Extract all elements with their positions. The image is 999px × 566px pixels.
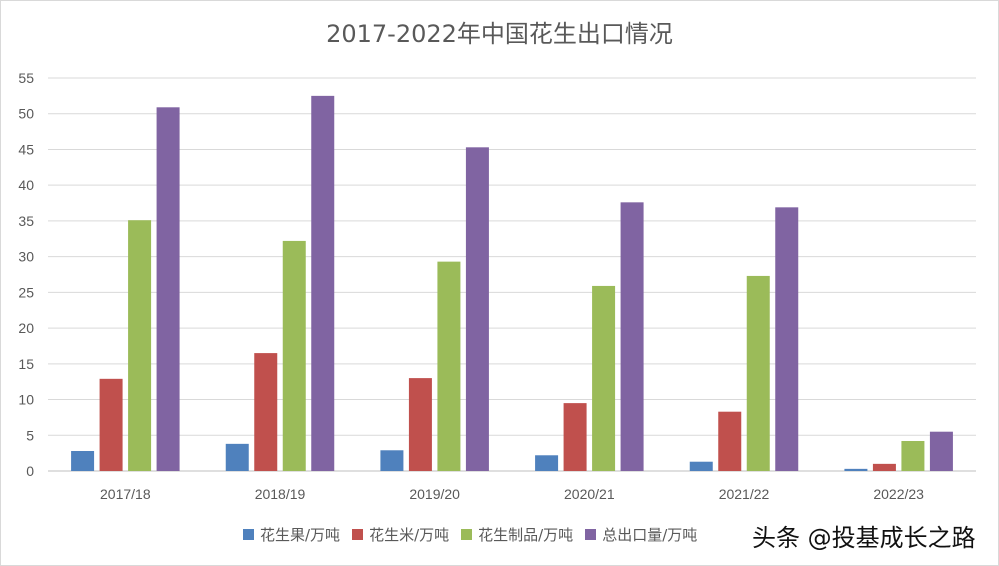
x-tick-label: 2018/19 xyxy=(255,486,306,502)
legend-item: 花生制品/万吨 xyxy=(461,524,573,545)
bar xyxy=(746,275,770,471)
bar xyxy=(311,95,335,471)
y-tick-label: 5 xyxy=(26,427,34,443)
bar xyxy=(99,378,123,471)
chart-title: 2017-2022年中国花生出口情况 xyxy=(326,20,673,48)
watermark: 头条 @投基成长之路 xyxy=(748,518,980,553)
bar xyxy=(380,450,404,471)
bar xyxy=(156,107,180,472)
legend-swatch xyxy=(461,529,473,540)
legend-item: 花生米/万吨 xyxy=(352,524,449,545)
legend-label: 花生果/万吨 xyxy=(260,526,341,544)
bar xyxy=(465,147,489,471)
y-tick-label: 25 xyxy=(18,284,34,300)
y-tick-label: 45 xyxy=(18,141,34,157)
bar xyxy=(71,450,95,471)
x-tick-label: 2021/22 xyxy=(719,486,770,502)
y-tick-label: 20 xyxy=(18,320,34,336)
bar xyxy=(408,378,432,471)
x-tick-label: 2020/21 xyxy=(564,486,615,502)
legend-swatch xyxy=(585,529,597,540)
bar xyxy=(254,353,278,471)
legend-item: 花生果/万吨 xyxy=(243,524,340,545)
x-tick-label: 2017/18 xyxy=(100,486,151,502)
bar xyxy=(282,240,306,471)
legend-label: 总出口量/万吨 xyxy=(602,526,698,544)
bar xyxy=(689,461,713,471)
y-tick-label: 40 xyxy=(18,177,34,193)
bar xyxy=(592,285,616,471)
x-tick-label: 2022/23 xyxy=(873,486,924,502)
y-tick-label: 55 xyxy=(18,70,34,86)
legend-item: 总出口量/万吨 xyxy=(585,524,697,545)
bar xyxy=(437,261,461,471)
bar xyxy=(563,403,587,471)
bar xyxy=(620,202,644,471)
legend-label: 花生米/万吨 xyxy=(369,526,450,544)
bar xyxy=(225,443,249,471)
y-tick-label: 50 xyxy=(18,106,34,122)
y-tick-label: 0 xyxy=(26,463,34,479)
y-tick-label: 15 xyxy=(18,356,34,372)
bar xyxy=(535,455,559,471)
legend-swatch xyxy=(352,529,364,540)
legend-swatch xyxy=(243,529,254,540)
bar xyxy=(844,468,868,471)
y-tick-label: 10 xyxy=(18,392,34,408)
bar xyxy=(128,220,152,471)
bar xyxy=(929,431,953,471)
x-tick-label: 2019/20 xyxy=(409,486,460,502)
bar xyxy=(718,411,742,471)
bar xyxy=(872,463,896,471)
y-tick-label: 30 xyxy=(18,249,34,265)
y-tick-label: 35 xyxy=(18,213,34,229)
bar xyxy=(901,440,925,471)
bar xyxy=(775,207,799,471)
legend-label: 花生制品/万吨 xyxy=(478,526,574,544)
legend: 花生果/万吨 花生米/万吨 花生制品/万吨 总出口量/万吨 xyxy=(243,524,697,545)
